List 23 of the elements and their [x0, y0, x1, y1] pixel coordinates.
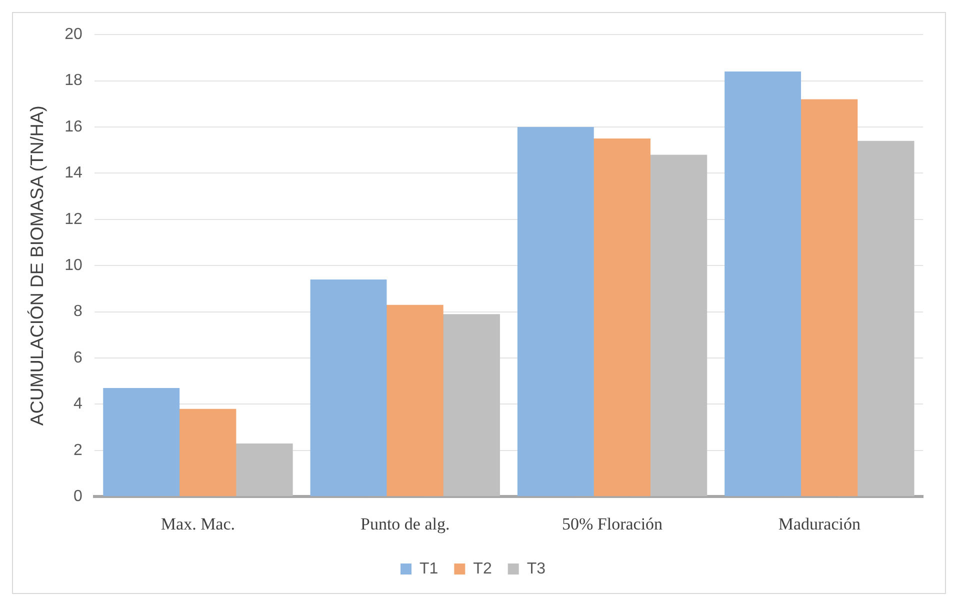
y-tick-label: 4	[73, 396, 82, 413]
legend-label: T2	[473, 560, 492, 578]
y-tick-label: 8	[73, 303, 82, 320]
y-tick-label: 0	[73, 488, 82, 506]
legend-label: T3	[526, 560, 546, 578]
bar	[310, 279, 387, 496]
x-tick-label: 50% Floración	[562, 514, 664, 534]
y-tick-label: 6	[73, 349, 82, 366]
y-tick-label: 16	[64, 118, 82, 136]
x-tick-label: Max. Mac.	[160, 514, 236, 534]
y-tick-label: 18	[64, 72, 82, 90]
x-tick-label: Punto de alg.	[360, 514, 450, 534]
bar	[724, 72, 802, 496]
bar	[103, 388, 180, 496]
y-tick-label: 20	[64, 26, 82, 44]
x-tick-label: Maduración	[778, 514, 861, 534]
y-tick-label: 10	[64, 257, 82, 274]
legend-label: T1	[419, 560, 438, 578]
y-tick-label: 2	[73, 442, 82, 459]
y-tick-label: 12	[64, 210, 82, 228]
bar	[517, 127, 594, 496]
y-axis-title: ACUMULACIÓN DE BIOMASA (TN/HA)	[26, 106, 47, 426]
y-tick-label: 14	[64, 164, 82, 182]
